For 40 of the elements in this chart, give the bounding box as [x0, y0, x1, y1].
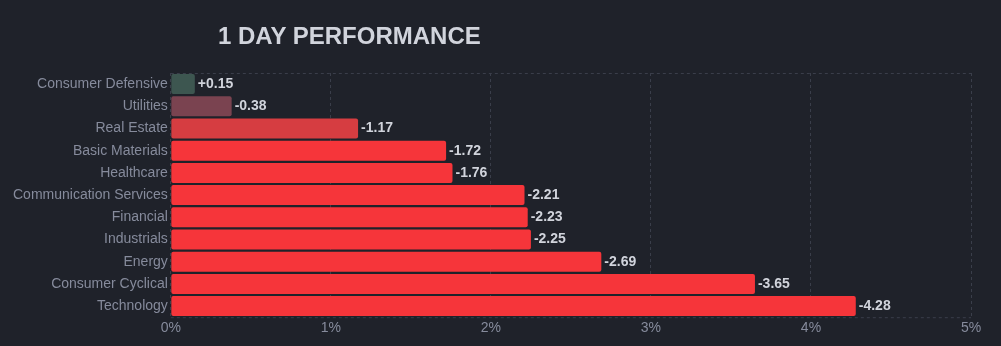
annotation: -2.21 [527, 185, 560, 202]
x-tick-label: 1% [320, 319, 341, 336]
bar [171, 229, 531, 250]
x-tick-label: 4% [800, 319, 822, 336]
bar [171, 207, 528, 228]
annotation: -0.38 [234, 97, 267, 114]
y-tick-label: Energy [123, 252, 168, 269]
bar [171, 296, 856, 317]
y-tick-label: Industrials [104, 230, 168, 247]
y-tick-label: Utilities [122, 97, 168, 114]
annotation: -2.69 [604, 252, 637, 269]
bar [171, 185, 525, 206]
y-tick-label: Consumer Defensive [37, 74, 169, 91]
y-tick-label: Real Estate [95, 119, 169, 136]
annotation: -3.65 [757, 274, 791, 291]
annotation: -1.72 [449, 141, 482, 158]
y-tick-label: Healthcare [100, 163, 169, 180]
chart-title: 1 DAY PERFORMANCE [218, 22, 481, 50]
annotation: -2.25 [533, 230, 567, 247]
bar [171, 118, 359, 139]
x-tick-label: 0% [160, 319, 181, 336]
bar [171, 96, 232, 117]
y-tick-label: Financial [111, 208, 168, 225]
y-tick-label: Consumer Cyclical [51, 274, 168, 291]
x-tick-label: 5% [960, 319, 982, 336]
annotation: -2.23 [530, 208, 563, 225]
y-tick-label: Technology [97, 296, 168, 313]
bar [171, 74, 195, 95]
y-tick-label: Communication Services [12, 185, 168, 202]
annotation: -1.17 [361, 119, 394, 136]
bar [171, 273, 755, 294]
bar [171, 251, 602, 272]
x-tick-label: 3% [640, 319, 662, 336]
bar [171, 140, 447, 161]
x-tick-label: 2% [480, 319, 502, 336]
annotation: -4.28 [858, 296, 891, 313]
annotation: -1.76 [455, 163, 488, 180]
y-tick-label: Basic Materials [72, 141, 168, 158]
annotation: +0.15 [197, 74, 234, 91]
bar [171, 162, 453, 183]
